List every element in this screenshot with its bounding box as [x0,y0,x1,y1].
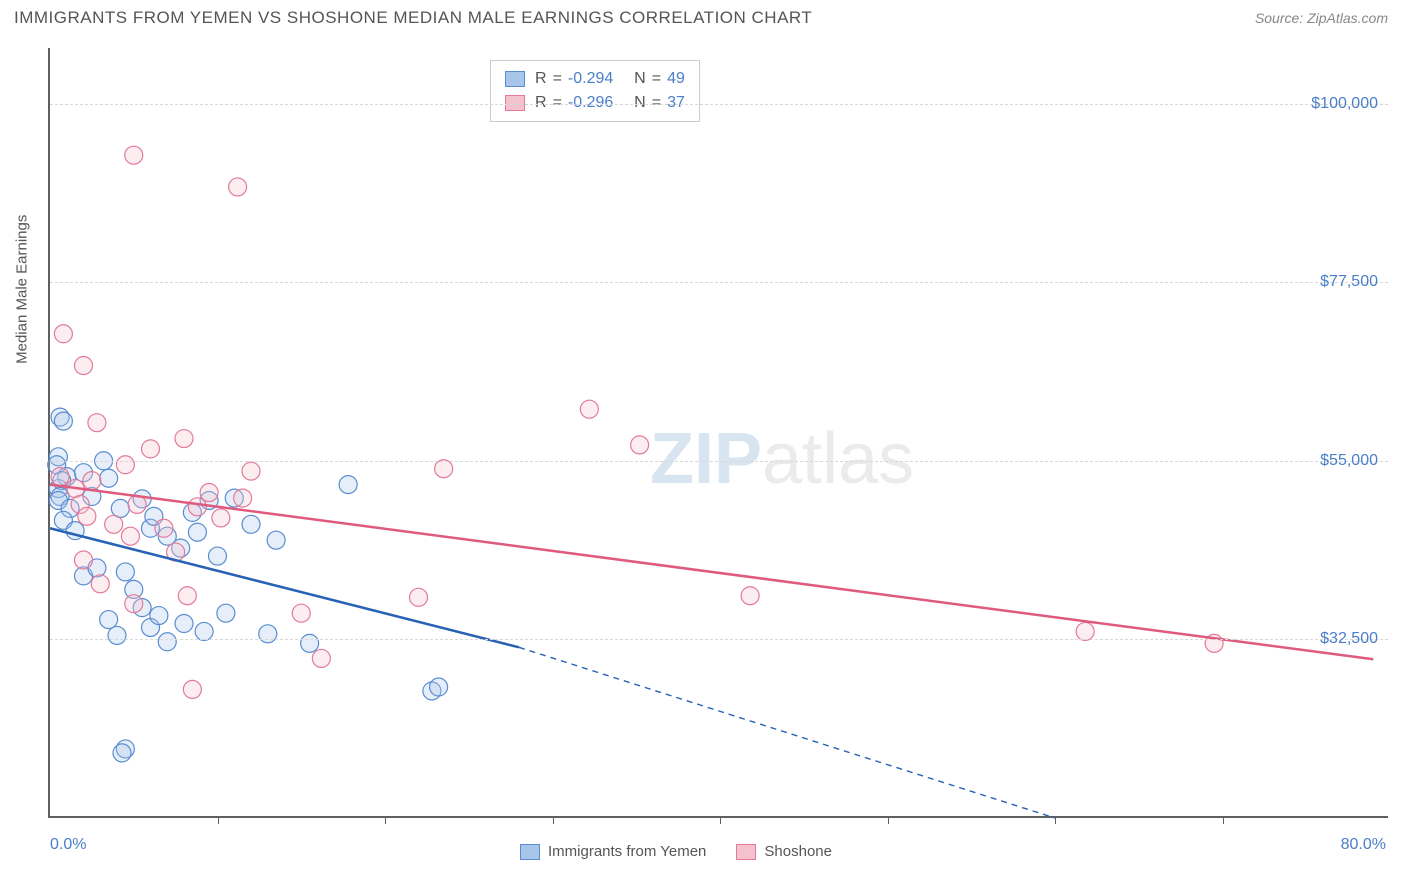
data-point [301,634,319,652]
data-point [88,414,106,432]
y-tick-label: $100,000 [1311,95,1378,113]
data-point [91,575,109,593]
eq-sign: = [553,67,562,91]
data-point [175,430,193,448]
data-point [1076,622,1094,640]
data-point [430,678,448,696]
r-label: R [535,67,547,91]
data-point [183,680,201,698]
data-point [267,531,285,549]
y-axis-title: Median Male Earnings [14,215,31,364]
x-tick [218,816,219,824]
data-point [435,460,453,478]
x-tick [1055,816,1056,824]
stats-legend: R = -0.294 N = 49 R = -0.296 N = [490,60,700,122]
data-point [242,515,260,533]
trend-line [50,485,1373,660]
data-point [188,498,206,516]
data-point [175,615,193,633]
data-point [178,587,196,605]
source-attribution: Source: ZipAtlas.com [1255,10,1388,26]
data-point [54,325,72,343]
data-point [631,436,649,454]
x-axis-min-label: 0.0% [50,836,86,854]
gridline [50,461,1388,462]
data-point [209,547,227,565]
trend-line-extension [519,647,1055,818]
x-axis-max-label: 80.0% [1341,836,1386,854]
eq-sign-2: = [652,67,661,91]
data-point [150,607,168,625]
x-tick [1223,816,1224,824]
y-tick-label: $77,500 [1320,273,1378,291]
data-point [51,468,69,486]
gridline [50,639,1388,640]
data-point [158,633,176,651]
data-point [195,622,213,640]
x-tick [385,816,386,824]
data-point [234,489,252,507]
data-point [100,611,118,629]
bottom-legend: Immigrants from Yemen Shoshone [520,843,832,860]
data-point [212,509,230,527]
data-point [155,519,173,537]
x-tick [888,816,889,824]
r-value-1: -0.294 [568,67,613,91]
gridline [50,282,1388,283]
data-point [242,462,260,480]
data-point [741,587,759,605]
chart-svg [50,48,1388,816]
data-point [116,456,134,474]
data-point [217,604,235,622]
data-point [78,507,96,525]
x-tick [720,816,721,824]
chart-title: IMMIGRANTS FROM YEMEN VS SHOSHONE MEDIAN… [14,8,812,28]
legend-item-2: Shoshone [736,843,832,860]
data-point [580,400,598,418]
data-point [125,146,143,164]
data-point [292,604,310,622]
data-point [121,527,139,545]
y-tick-label: $55,000 [1320,452,1378,470]
n-value-1: 49 [667,67,685,91]
stats-row-1: R = -0.294 N = 49 [505,67,685,91]
data-point [105,515,123,533]
data-point [188,523,206,541]
legend-swatch-1 [520,844,540,860]
data-point [75,551,93,569]
data-point [100,469,118,487]
swatch-series-1 [505,71,525,87]
data-point [108,626,126,644]
data-point [142,440,160,458]
gridline [50,104,1388,105]
data-point [229,178,247,196]
legend-item-1: Immigrants from Yemen [520,843,706,860]
data-point [312,649,330,667]
data-point [83,472,101,490]
legend-label-1: Immigrants from Yemen [548,843,706,860]
data-point [410,588,428,606]
data-point [113,744,131,762]
plot-area: ZIPatlas R = -0.294 N = 49 R [48,48,1388,818]
chart-container: IMMIGRANTS FROM YEMEN VS SHOSHONE MEDIAN… [0,0,1406,892]
x-tick [553,816,554,824]
title-bar: IMMIGRANTS FROM YEMEN VS SHOSHONE MEDIAN… [0,0,1406,34]
y-tick-label: $32,500 [1320,630,1378,648]
data-point [54,412,72,430]
data-point [200,484,218,502]
n-label: N [634,67,646,91]
stats-text-1: R = -0.294 N = 49 [535,67,685,91]
data-point [339,476,357,494]
data-point [125,595,143,613]
legend-label-2: Shoshone [764,843,832,860]
data-point [116,563,134,581]
legend-swatch-2 [736,844,756,860]
data-point [75,357,93,375]
